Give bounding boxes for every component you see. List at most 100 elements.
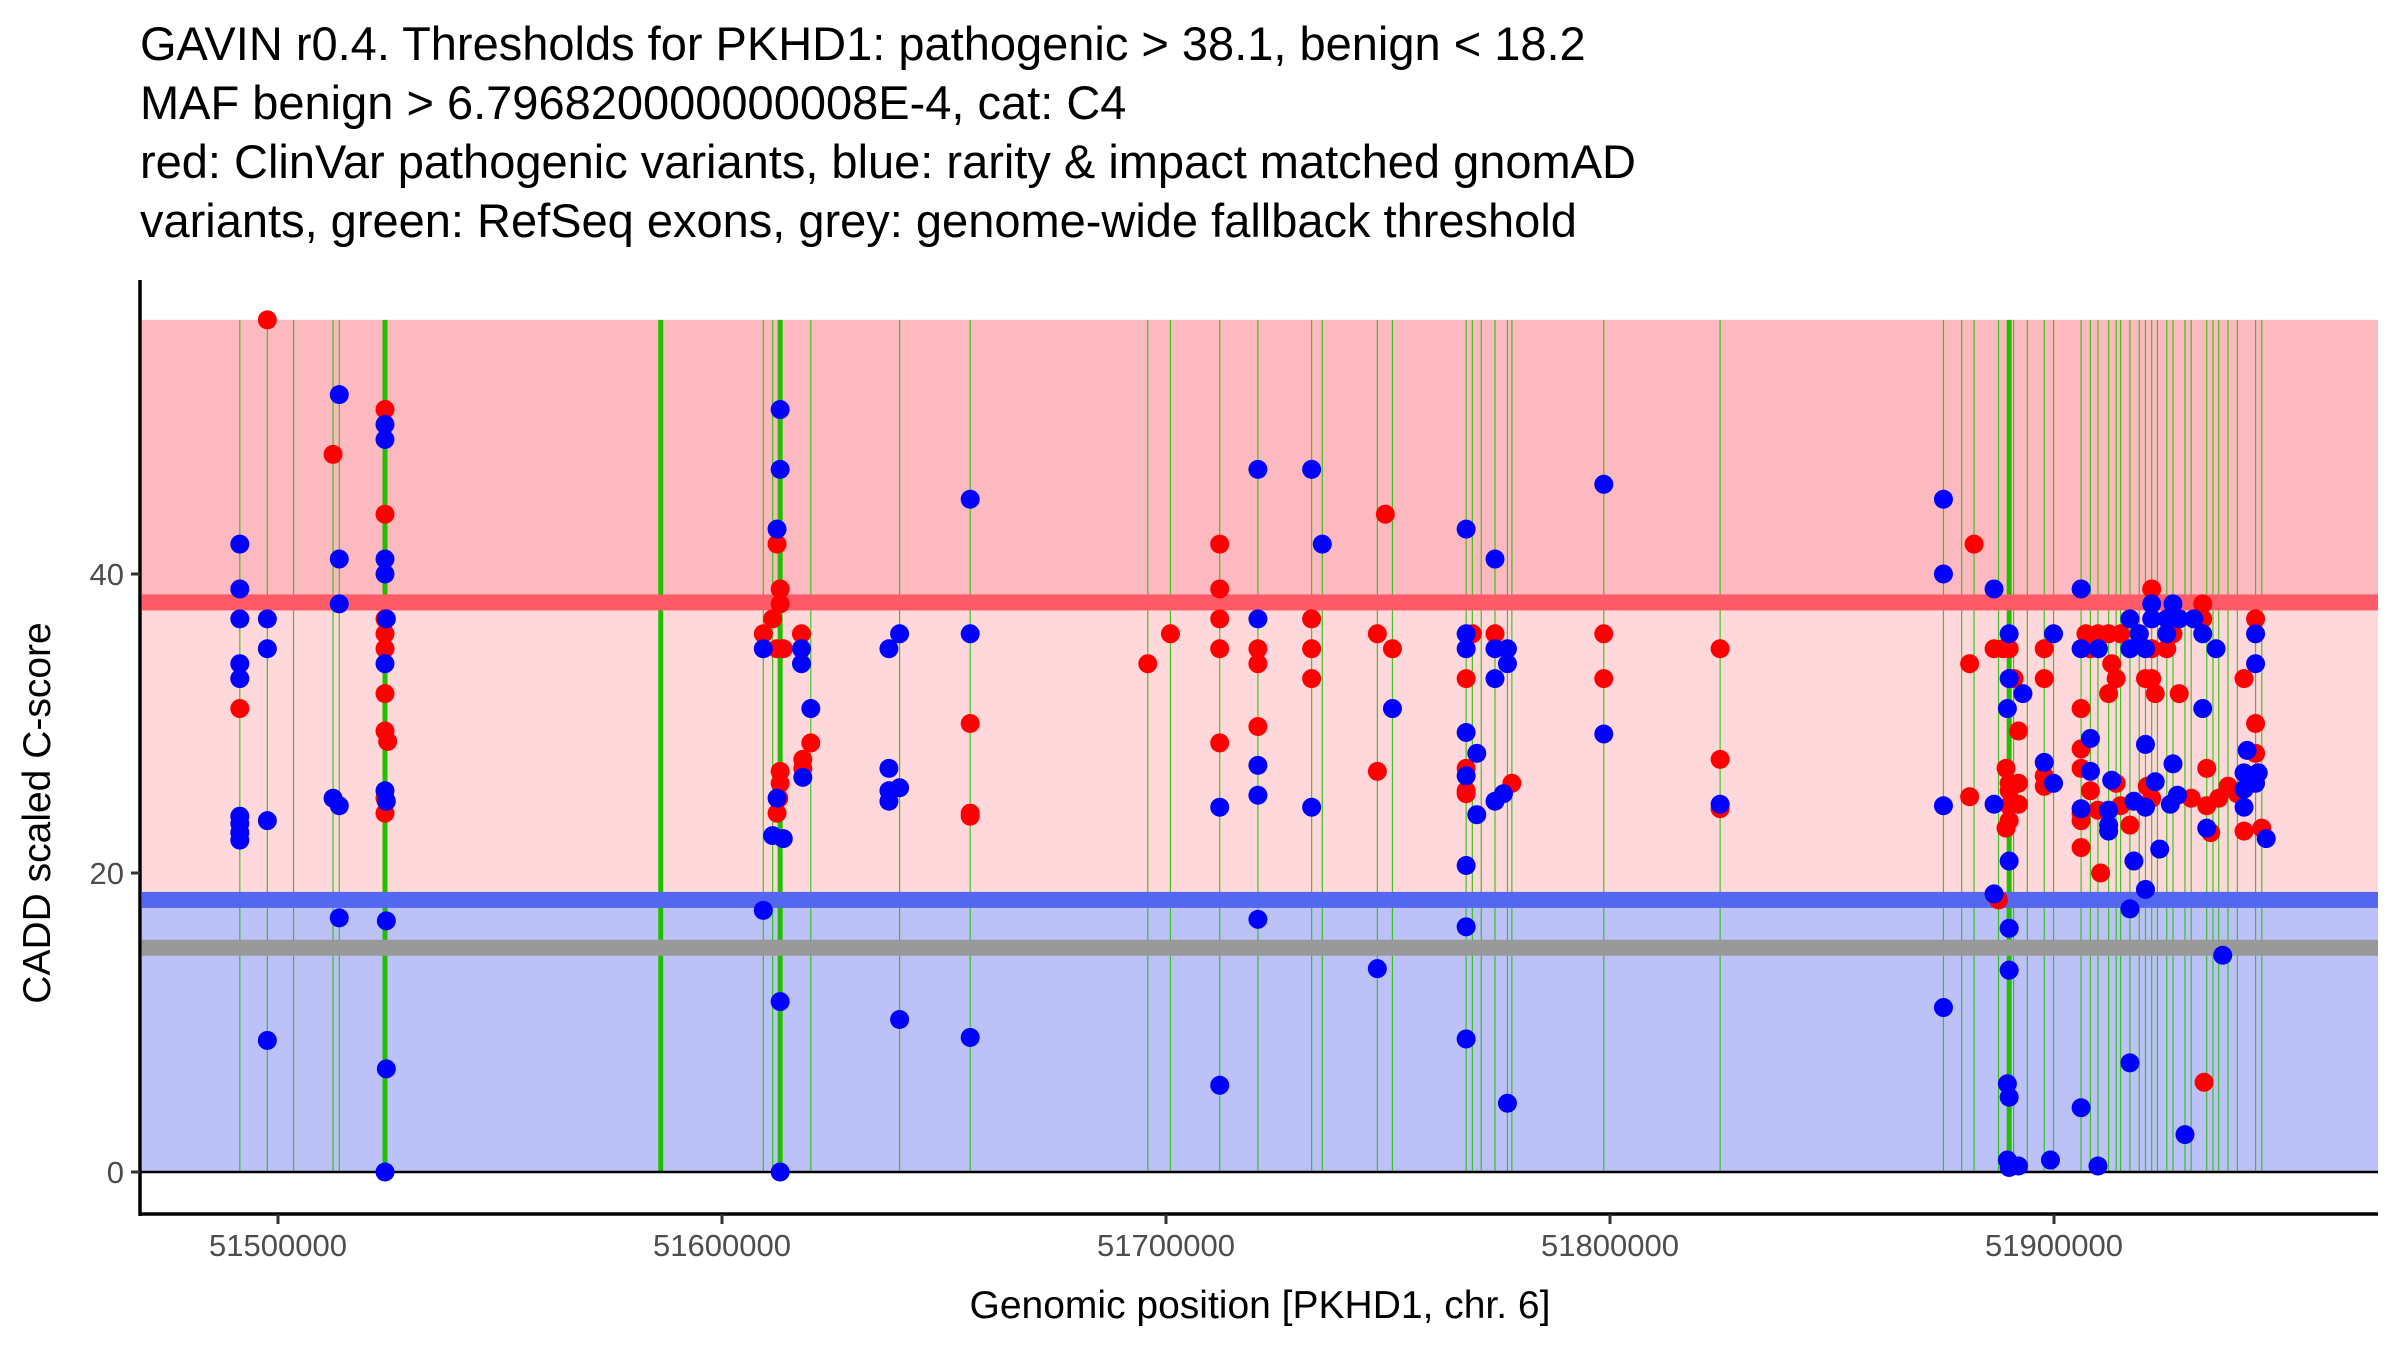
gnomad-point — [1999, 918, 2019, 938]
clinvar-point — [1999, 639, 2019, 659]
x-tick-label: 51700000 — [1097, 1228, 1235, 1263]
gnomad-point — [1456, 722, 1476, 742]
clinvar-point — [1210, 534, 1230, 554]
gnomad-point — [1248, 909, 1268, 929]
gnomad-point — [2246, 624, 2266, 644]
clinvar-point — [1375, 504, 1395, 524]
gnomad-point — [2135, 639, 2155, 659]
gnomad-point — [1984, 884, 2004, 904]
clinvar-point — [375, 639, 395, 659]
gnomad-point — [1456, 639, 1476, 659]
gnomad-point — [230, 609, 250, 629]
gnomad-point — [1999, 624, 2019, 644]
x-tick-label: 51900000 — [1985, 1228, 2123, 1263]
gnomad-point — [1467, 743, 1487, 763]
gnomad-point — [2102, 770, 2122, 790]
clinvar-point — [2071, 838, 2091, 858]
gnomad-point — [770, 459, 790, 479]
gnomad-point — [375, 1162, 395, 1182]
gnomad-point — [257, 1030, 277, 1050]
gnomad-point — [2150, 839, 2170, 859]
gnomad-point — [376, 911, 396, 931]
gnomad-point — [960, 1027, 980, 1047]
gnomad-point — [1497, 1093, 1517, 1113]
clinvar-point — [2194, 1072, 2214, 1092]
gnomad-point — [329, 549, 349, 569]
gnomad-point — [1933, 489, 1953, 509]
clinvar-point — [375, 400, 395, 420]
gnomad-point — [1485, 549, 1505, 569]
gnomad-point — [230, 534, 250, 554]
gnomad-point — [960, 624, 980, 644]
gnomad-point — [2071, 579, 2091, 599]
y-tick-label: 0 — [107, 1155, 124, 1190]
gnomad-point — [2213, 945, 2233, 965]
gnomad-point — [1210, 797, 1230, 817]
y-tick-label: 40 — [90, 557, 124, 592]
gnomad-point — [2071, 799, 2091, 819]
gnomad-point — [2184, 609, 2204, 629]
clinvar-point — [2246, 714, 2266, 733]
gnomad-point — [1485, 669, 1505, 689]
gnomad-point — [329, 594, 349, 614]
clinvar-point — [773, 639, 793, 659]
gnomad-point — [960, 489, 980, 509]
clinvar-point — [1302, 609, 1322, 629]
clinvar-point — [1210, 733, 1230, 753]
gnomad-point — [376, 609, 396, 629]
gnomad-point — [1456, 766, 1476, 786]
gnomad-point — [2163, 754, 2183, 774]
clinvar-point — [1964, 534, 1984, 554]
gnomad-point — [329, 385, 349, 405]
gnomad-point — [257, 811, 277, 831]
gnomad-point — [1710, 794, 1730, 814]
gnomad-point — [2120, 1053, 2140, 1073]
clinvar-point — [230, 699, 250, 719]
clinvar-point — [1382, 639, 1402, 659]
gnomad-point — [770, 1162, 790, 1182]
gnomad-point — [791, 654, 811, 674]
clinvar-point — [2120, 815, 2140, 835]
gnomad-point — [2248, 763, 2268, 783]
gnomad-point — [2142, 594, 2162, 614]
gnomad-point — [770, 992, 790, 1012]
chart-title: GAVIN r0.4. Thresholds for PKHD1: pathog… — [140, 14, 2340, 250]
gnomad-point — [2034, 752, 2054, 772]
gnomad-point — [1497, 654, 1517, 674]
clinvar-point — [960, 714, 980, 733]
axes: 0 20 40 51500000 51600000 51700000 51800000 519… — [90, 280, 2378, 1263]
gnomad-point — [801, 699, 821, 719]
gnomad-point — [1248, 459, 1268, 479]
gnomad-point — [2129, 624, 2149, 644]
clinvar-point — [1594, 669, 1614, 689]
gnomad-point — [1382, 699, 1402, 719]
gnomad-point — [2142, 609, 2162, 629]
gnomad-point — [2206, 639, 2226, 659]
gnomad-point — [2145, 772, 2165, 792]
gnomad-point — [767, 519, 787, 539]
y-axis-title: CADD scaled C-score — [16, 622, 59, 1003]
gnomad-point — [230, 830, 250, 850]
gnomad-series — [230, 385, 2276, 1182]
title-line-3: red: ClinVar pathogenic variants, blue: … — [140, 135, 1636, 188]
clinvar-point — [375, 684, 395, 704]
gnomad-point — [230, 579, 250, 599]
gnomad-point — [1456, 1029, 1476, 1049]
clinvar-point — [1210, 579, 1230, 599]
clinvar-point — [1996, 818, 2016, 838]
gnomad-point — [1456, 624, 1476, 644]
gnomad-point — [2157, 624, 2177, 644]
gnomad-point — [2246, 654, 2266, 674]
clinvar-point — [323, 444, 343, 464]
gnomad-point — [376, 791, 396, 811]
clinvar-point — [2193, 594, 2213, 614]
clinvar-point — [2234, 669, 2254, 689]
gnomad-point — [1456, 917, 1476, 937]
clinvar-point — [1710, 749, 1730, 769]
clinvar-point — [1210, 639, 1230, 659]
gnomad-point — [2175, 1125, 2195, 1145]
clinvar-point — [2111, 624, 2131, 644]
clinvar-point — [2246, 609, 2266, 629]
gnomad-point — [2080, 728, 2100, 748]
clinvar-point — [1960, 654, 1980, 674]
